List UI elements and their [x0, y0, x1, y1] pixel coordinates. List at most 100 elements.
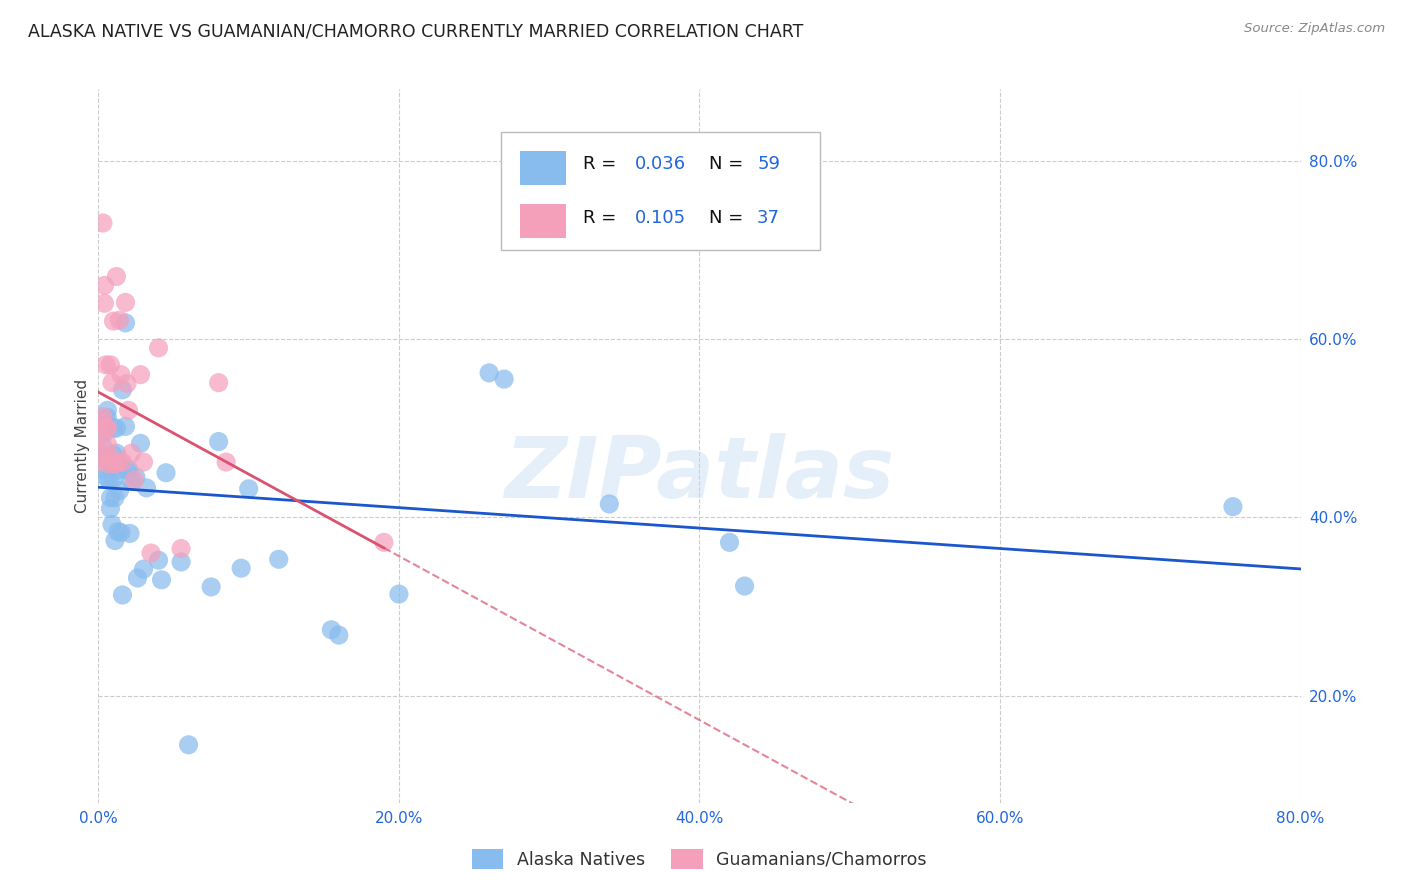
Point [107, 524, 129, 539]
Point [135, 481, 157, 495]
Point [103, 421, 125, 435]
Text: R =: R = [583, 209, 621, 227]
Point [1222, 500, 1244, 514]
Point [93, 425, 115, 440]
Point [121, 446, 143, 460]
Point [94, 470, 117, 484]
Point [494, 372, 516, 386]
Legend: Alaska Natives, Guamanians/Chamorros: Alaska Natives, Guamanians/Chamorros [465, 842, 934, 876]
FancyBboxPatch shape [520, 203, 567, 238]
Text: N =: N = [709, 155, 749, 173]
Point [100, 491, 122, 505]
Text: R =: R = [583, 155, 621, 173]
Point [115, 376, 138, 391]
Point [125, 470, 148, 484]
Point [114, 316, 136, 330]
Point [110, 368, 132, 382]
Point [103, 314, 125, 328]
Point [100, 501, 122, 516]
Text: N =: N = [709, 209, 749, 227]
Point [105, 421, 128, 435]
Point [94, 421, 117, 435]
Point [110, 457, 132, 471]
Point [598, 497, 620, 511]
Point [478, 366, 501, 380]
FancyBboxPatch shape [520, 151, 567, 185]
Text: 0.105: 0.105 [634, 209, 686, 227]
Point [93, 417, 115, 431]
Point [96, 421, 118, 435]
Point [124, 473, 146, 487]
Y-axis label: Currently Married: Currently Married [75, 379, 90, 513]
Point [734, 579, 756, 593]
Point [93, 296, 115, 310]
Point [388, 587, 411, 601]
Point [373, 535, 395, 549]
Point [238, 482, 260, 496]
Point [111, 383, 134, 397]
Point [94, 412, 117, 426]
Point [718, 535, 741, 549]
Point [111, 588, 134, 602]
Point [94, 358, 117, 372]
Point [117, 462, 139, 476]
Point [110, 525, 132, 540]
Point [111, 455, 134, 469]
Point [150, 573, 173, 587]
Point [148, 553, 170, 567]
Point [90, 448, 112, 462]
Point [321, 623, 343, 637]
Point [132, 455, 155, 469]
Point [328, 628, 350, 642]
Point [170, 541, 193, 556]
Point [267, 552, 290, 566]
Point [108, 483, 131, 498]
Point [104, 491, 127, 505]
Point [90, 461, 112, 475]
FancyBboxPatch shape [501, 132, 820, 250]
Point [107, 455, 129, 469]
Point [91, 216, 114, 230]
Point [101, 376, 124, 390]
Point [121, 474, 143, 488]
Point [231, 561, 253, 575]
Point [101, 455, 124, 469]
Text: 0.036: 0.036 [634, 155, 686, 173]
Point [132, 562, 155, 576]
Point [114, 295, 136, 310]
Point [93, 278, 115, 293]
Point [200, 580, 222, 594]
Point [103, 448, 125, 462]
Point [89, 430, 111, 444]
Point [115, 463, 138, 477]
Point [155, 466, 177, 480]
Point [117, 403, 139, 417]
Point [129, 436, 152, 450]
Text: ALASKA NATIVE VS GUAMANIAN/CHAMORRO CURRENTLY MARRIED CORRELATION CHART: ALASKA NATIVE VS GUAMANIAN/CHAMORRO CURR… [28, 22, 803, 40]
Point [100, 358, 122, 372]
Point [208, 376, 231, 390]
Point [94, 421, 117, 435]
Point [177, 738, 200, 752]
Text: Source: ZipAtlas.com: Source: ZipAtlas.com [1244, 22, 1385, 36]
Text: 37: 37 [758, 209, 780, 227]
Point [105, 269, 128, 284]
Point [97, 457, 120, 471]
Point [208, 434, 231, 449]
Point [170, 555, 193, 569]
Point [104, 533, 127, 548]
Point [105, 446, 128, 460]
Point [114, 419, 136, 434]
Point [148, 341, 170, 355]
Point [103, 472, 125, 486]
Point [97, 448, 120, 462]
Point [97, 454, 120, 468]
Point [108, 313, 131, 327]
Point [101, 517, 124, 532]
Point [97, 473, 120, 487]
Point [104, 457, 127, 471]
Point [90, 415, 112, 429]
Point [118, 526, 141, 541]
Point [91, 448, 114, 462]
Point [215, 455, 238, 469]
